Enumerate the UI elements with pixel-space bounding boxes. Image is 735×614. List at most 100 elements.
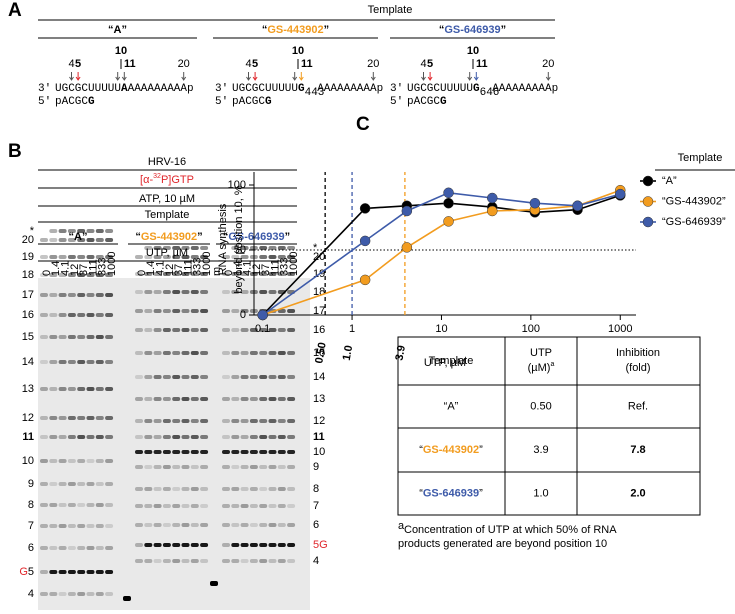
gel-band	[86, 459, 95, 463]
arrow-head	[246, 76, 251, 81]
gel-band	[135, 328, 143, 332]
band-label: 9	[313, 461, 319, 473]
gel-band	[105, 459, 114, 463]
gel-band	[240, 290, 249, 294]
gel-band	[240, 450, 249, 454]
gel-band	[86, 255, 95, 259]
gel-band	[181, 559, 190, 563]
strand-end: 3′	[390, 83, 403, 95]
gel-band	[190, 375, 199, 379]
gel-band	[77, 238, 86, 242]
gel-band	[67, 238, 76, 242]
data-point	[487, 192, 498, 204]
gel-band	[58, 459, 67, 463]
gel-band	[77, 459, 86, 463]
arrow-head	[370, 76, 376, 81]
threshold-label: 3.9	[394, 344, 408, 361]
gel-band	[277, 351, 286, 355]
gel-band	[268, 487, 277, 491]
gel-band	[105, 435, 114, 439]
band-label: 14	[313, 371, 325, 383]
gel-band	[240, 435, 249, 439]
gel-band	[67, 416, 76, 420]
band-label: 19	[22, 251, 34, 263]
gel-band	[172, 246, 181, 250]
gel-band	[105, 503, 114, 507]
gel-band	[58, 255, 67, 259]
gel-band	[58, 570, 67, 574]
band-label: 8	[28, 499, 34, 511]
gel-band	[277, 309, 286, 313]
gel-band	[268, 559, 277, 563]
gel-band	[144, 559, 153, 563]
gel-band	[105, 416, 114, 420]
gel-band	[77, 360, 86, 364]
gel-band	[190, 290, 199, 294]
gel-band	[144, 328, 153, 332]
gel-band	[77, 273, 86, 277]
gel-band	[153, 559, 162, 563]
band-label: 13	[22, 383, 34, 395]
gel-band	[77, 313, 86, 317]
gel-band	[162, 435, 171, 439]
gel-band	[287, 255, 296, 259]
gel-band	[105, 524, 114, 528]
y-tick-label: 50	[234, 244, 246, 256]
gel-band	[259, 255, 268, 259]
band-label-part: 5	[28, 566, 34, 578]
gel-band	[162, 523, 171, 527]
gel-band	[40, 313, 48, 317]
gel-band	[268, 397, 277, 401]
x-tick-label: 1000	[608, 323, 632, 335]
legend-label-part: GS-443902	[666, 195, 722, 207]
gel-band	[95, 546, 104, 550]
series-line	[262, 191, 621, 316]
gel-band	[86, 360, 95, 364]
position: 11	[124, 58, 136, 70]
band-label: 11	[313, 431, 325, 443]
gel-band	[240, 419, 249, 423]
data-point	[529, 197, 541, 209]
gel-band	[67, 335, 76, 339]
position: 11	[301, 58, 313, 70]
template-title: Template	[368, 4, 413, 16]
legend-label: “GS-443902”	[662, 195, 726, 207]
gel-band	[77, 255, 86, 259]
gel-band	[77, 293, 86, 297]
template-label: “GS-646939”	[439, 24, 506, 36]
table-cell: Ref.	[628, 400, 648, 412]
band-label: *	[30, 225, 35, 237]
gel-band	[162, 465, 171, 469]
gel-band	[222, 523, 230, 527]
gel-band	[240, 351, 249, 355]
arrow-head	[75, 76, 81, 81]
gel-band	[153, 450, 162, 454]
gel-band	[172, 487, 181, 491]
gel-band	[86, 273, 95, 277]
gel-band	[77, 592, 86, 596]
gel-band	[240, 246, 249, 250]
gel-band	[190, 543, 199, 547]
arrow-head	[69, 76, 74, 81]
gel-band	[268, 435, 277, 439]
gel-band	[277, 375, 286, 379]
table-cell: 3.9	[533, 444, 548, 456]
gel-band	[95, 592, 104, 596]
arrow-head	[473, 76, 479, 81]
gel-band	[268, 465, 277, 469]
gel-band	[200, 435, 209, 439]
gel-band	[172, 351, 181, 355]
gel-band	[86, 592, 95, 596]
position: 10	[467, 45, 479, 57]
label-gtp: [α-32P]GTP	[140, 173, 194, 186]
gel-band	[58, 335, 67, 339]
legend-label-part: A	[666, 175, 674, 187]
lane-label: 333	[97, 258, 109, 276]
x-tick-label: 10	[435, 323, 447, 335]
gel-band	[105, 546, 114, 550]
gel-band	[40, 482, 48, 486]
band-label: 7	[28, 520, 34, 532]
gel-band	[162, 246, 171, 250]
gel-band	[240, 523, 249, 527]
